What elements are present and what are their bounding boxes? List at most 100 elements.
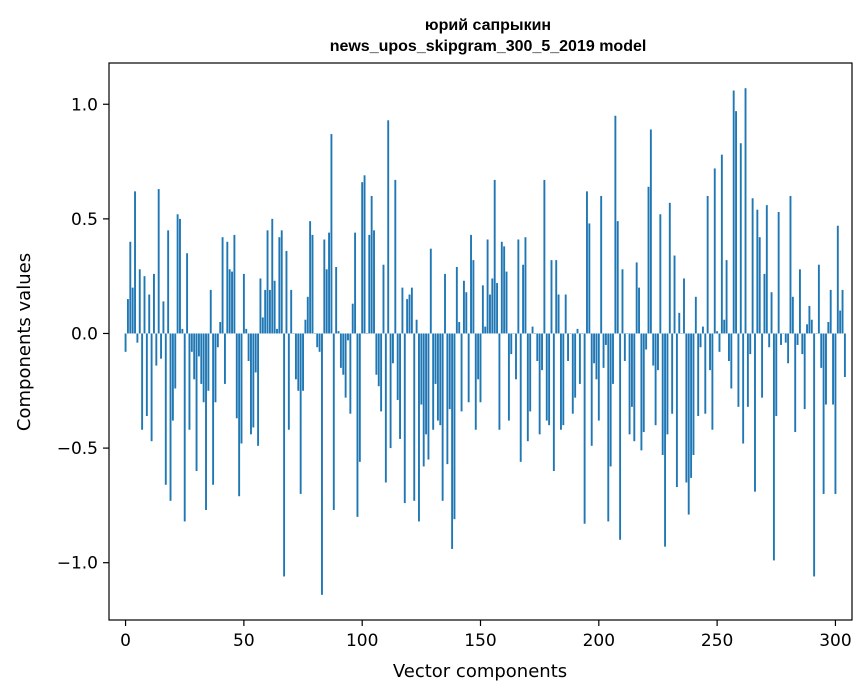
bar-144 <box>465 292 468 334</box>
bar-115 <box>396 333 399 400</box>
bar-51 <box>245 328 248 334</box>
x-tick-label: 0 <box>120 631 131 651</box>
bar-114 <box>394 179 397 334</box>
bar-189 <box>571 333 574 414</box>
bar-137 <box>448 333 451 410</box>
bar-197 <box>590 333 593 446</box>
bar-140 <box>455 267 458 334</box>
bar-180 <box>550 260 553 334</box>
bar-82 <box>318 333 321 352</box>
bar-101 <box>363 175 366 334</box>
bar-50 <box>242 273 245 334</box>
bar-118 <box>403 333 406 504</box>
plot-frame <box>108 62 853 621</box>
bar-172 <box>531 326 534 334</box>
bar-261 <box>742 333 745 444</box>
bar-53 <box>250 333 252 435</box>
bar-207 <box>614 115 617 334</box>
bar-122 <box>413 333 416 501</box>
bar-304 <box>843 333 846 378</box>
bar-247 <box>709 333 711 371</box>
bar-269 <box>761 333 764 398</box>
bar-31 <box>197 333 200 357</box>
bar-219 <box>642 333 645 433</box>
bar-279 <box>784 333 787 343</box>
bar-109 <box>382 264 385 334</box>
bar-234 <box>678 312 681 334</box>
bar-293 <box>817 264 820 334</box>
bar-266 <box>754 333 756 492</box>
bar-75 <box>302 333 304 391</box>
bar-230 <box>668 202 671 334</box>
bar-17 <box>164 333 167 485</box>
bar-249 <box>713 168 716 334</box>
bar-256 <box>730 333 733 389</box>
bar-184 <box>560 333 562 430</box>
bar-139 <box>453 333 456 520</box>
bar-158 <box>498 333 501 430</box>
y-tick-label: 0.5 <box>71 210 98 230</box>
bar-138 <box>451 333 454 549</box>
bar-192 <box>578 333 581 384</box>
bar-98 <box>356 333 359 517</box>
bar-97 <box>354 232 357 334</box>
bar-179 <box>548 333 551 426</box>
bar-295 <box>822 333 825 494</box>
bar-240 <box>692 333 695 455</box>
bar-78 <box>309 221 312 334</box>
bar-19 <box>169 333 172 501</box>
bar-221 <box>647 186 650 334</box>
bar-159 <box>500 241 503 334</box>
bar-41 <box>221 237 224 334</box>
bar-209 <box>619 333 622 540</box>
bar-61 <box>268 289 271 334</box>
bar-190 <box>574 333 577 398</box>
bar-110 <box>384 333 387 483</box>
bar-15 <box>160 333 162 359</box>
bar-126 <box>422 333 425 467</box>
bar-39 <box>216 333 219 348</box>
bar-44 <box>228 269 231 334</box>
bar-303 <box>841 289 844 334</box>
bar-281 <box>789 195 792 334</box>
bar-274 <box>772 333 775 561</box>
bar-273 <box>770 292 773 334</box>
bar-241 <box>694 296 697 334</box>
bar-8 <box>143 276 146 334</box>
bar-210 <box>621 269 624 334</box>
bar-163 <box>510 333 513 355</box>
bar-64 <box>276 328 278 334</box>
bar-103 <box>368 234 371 334</box>
bar-216 <box>635 262 638 334</box>
bar-57 <box>259 278 262 334</box>
bar-246 <box>706 195 709 334</box>
bar-152 <box>484 326 487 334</box>
bar-151 <box>481 285 484 334</box>
bar-252 <box>720 154 723 334</box>
bar-40 <box>219 322 222 334</box>
bar-0 <box>124 333 127 352</box>
bar-203 <box>604 333 607 345</box>
bar-154 <box>489 294 491 334</box>
bar-225 <box>657 333 659 371</box>
bar-105 <box>373 230 375 334</box>
bar-135 <box>444 273 446 334</box>
bar-244 <box>701 326 704 334</box>
bar-14 <box>157 189 160 334</box>
bar-148 <box>474 333 477 430</box>
bar-46 <box>233 234 236 334</box>
bar-34 <box>205 333 207 510</box>
bar-89 <box>335 267 338 334</box>
bar-165 <box>515 333 517 380</box>
bar-294 <box>820 333 823 368</box>
y-axis-label: Components values <box>14 253 35 431</box>
bar-226 <box>659 214 662 334</box>
bar-series <box>124 88 846 595</box>
bar-171 <box>529 333 532 412</box>
bar-258 <box>735 111 737 334</box>
x-tick-label: 50 <box>233 631 255 651</box>
bar-200 <box>597 333 600 421</box>
bar-194 <box>583 333 586 524</box>
bar-23 <box>179 218 181 334</box>
bar-183 <box>557 294 560 334</box>
